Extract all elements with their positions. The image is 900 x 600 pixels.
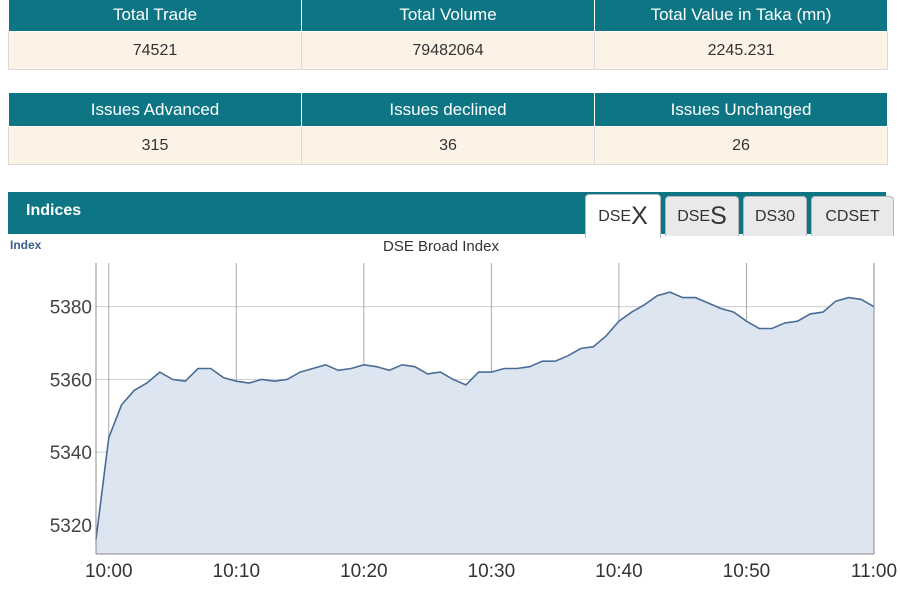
- x-tick-label: 10:20: [340, 561, 388, 582]
- x-tick-label: 10:40: [595, 561, 643, 582]
- y-tick-label: 5340: [50, 443, 92, 464]
- issues-summary-table: Issues Advanced Issues declined Issues U…: [8, 92, 888, 165]
- header-total-trade: Total Trade: [8, 0, 302, 32]
- x-tick-label: 10:30: [468, 561, 516, 582]
- tab-dses[interactable]: DSE S: [665, 196, 739, 236]
- indices-title: Indices: [26, 202, 82, 219]
- y-tick-label: 5320: [50, 516, 92, 537]
- value-issues-unchanged: 26: [594, 126, 888, 165]
- value-issues-advanced: 315: [8, 126, 302, 165]
- header-total-value: Total Value in Taka (mn): [594, 0, 888, 32]
- market-summary-table: Total Trade Total Volume Total Value in …: [8, 0, 888, 70]
- y-tick-label: 5380: [50, 298, 92, 319]
- x-tick-label: 11:00: [851, 561, 897, 582]
- value-total-trade: 74521: [8, 31, 302, 70]
- header-total-volume: Total Volume: [301, 0, 595, 32]
- value-total-value: 2245.231: [594, 31, 888, 70]
- tab-cdset[interactable]: CDSET: [811, 196, 894, 236]
- series-area-fill: [96, 292, 874, 554]
- x-tick-label: 10:10: [213, 561, 261, 582]
- value-total-volume: 79482064: [301, 31, 595, 70]
- x-tick-label: 10:50: [723, 561, 771, 582]
- header-issues-declined: Issues declined: [301, 92, 595, 127]
- chart-title: DSE Broad Index: [383, 238, 499, 255]
- series-line: [95, 291, 875, 540]
- dse-broad-index-chart: 10:00 10:10 10:20 10:30 10:40 10:50 11:00 5320…: [10, 238, 897, 582]
- y-axis-label: Index: [10, 238, 42, 252]
- indices-header-bar: Indices: [8, 192, 886, 234]
- header-issues-advanced: Issues Advanced: [8, 92, 302, 127]
- tab-dsex[interactable]: DSE X: [585, 194, 661, 238]
- header-issues-unchanged: Issues Unchanged: [594, 92, 888, 127]
- y-tick-labels: 5320 5340 5360 5380: [50, 298, 92, 537]
- y-tick-label: 5360: [50, 370, 92, 391]
- value-issues-declined: 36: [301, 126, 595, 165]
- x-tick-labels: 10:00 10:10 10:20 10:30 10:40 10:50 11:00: [85, 561, 897, 582]
- chart-axes: [95, 263, 875, 555]
- x-tick-label: 10:00: [85, 561, 133, 582]
- tab-ds30[interactable]: DS30: [743, 196, 807, 236]
